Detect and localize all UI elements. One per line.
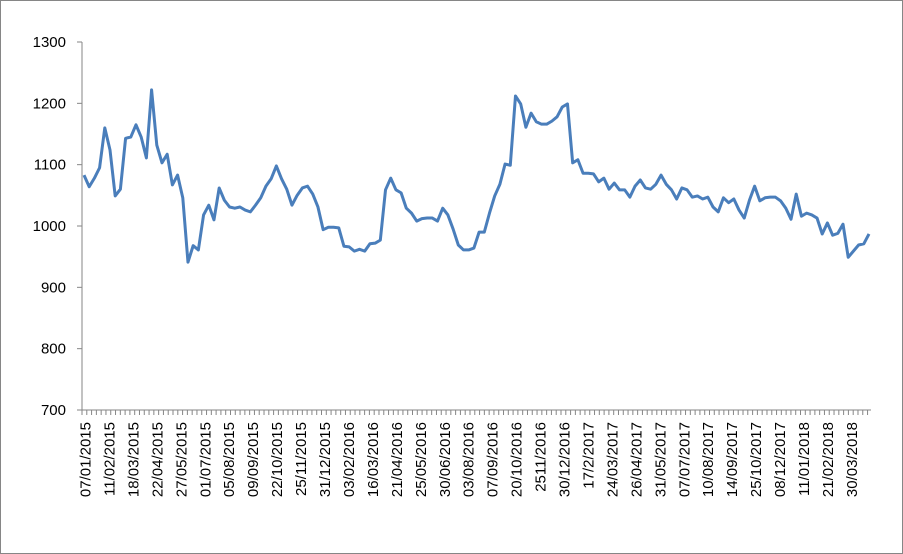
y-axis: 700 800 900 1000 1100 1200 1300 <box>33 34 83 419</box>
x-tick-label: 21/04/2016 <box>389 422 406 497</box>
x-tick-label: 03/02/2016 <box>341 422 358 497</box>
x-tick-label: 03/08/2016 <box>461 422 478 497</box>
x-tick-label: 22/10/2015 <box>269 422 286 497</box>
y-tick-label: 1200 <box>33 95 66 112</box>
x-tick-label: 17/2/2017 <box>580 422 597 489</box>
x-tick-label: 26/04/2017 <box>628 422 645 497</box>
y-tick-label: 1100 <box>34 157 66 174</box>
x-tick-label: 30/06/2016 <box>437 422 454 497</box>
x-tick-label: 31/12/2015 <box>317 422 334 497</box>
x-tick-label: 24/03/2017 <box>604 422 621 497</box>
x-tick-label: 14/09/2017 <box>724 422 741 497</box>
y-tick-label: 800 <box>41 341 66 358</box>
x-tick-label: 11/01/2018 <box>796 422 813 496</box>
x-tick-label: 11/02/2015 <box>101 422 118 496</box>
x-tick-label: 07/09/2016 <box>485 422 502 497</box>
y-tick-label: 700 <box>41 402 66 419</box>
x-tick-label: 16/03/2016 <box>365 422 382 497</box>
x-tick-label: 25/11/2015 <box>293 422 310 496</box>
y-tick-label: 900 <box>41 279 66 296</box>
x-tick-label: 05/08/2015 <box>221 422 238 497</box>
x-tick-label: 18/03/2015 <box>125 422 142 497</box>
x-axis: 07/01/2015 11/02/2015 18/03/2015 22/04/2015… <box>78 409 871 497</box>
x-tick-label: 30/03/2018 <box>844 422 861 497</box>
x-tick-label: 07/01/2015 <box>78 422 95 497</box>
x-tick-label: 21/02/2018 <box>820 422 837 497</box>
y-tick-label: 1300 <box>33 34 66 51</box>
x-tick-label: 01/07/2015 <box>197 422 214 497</box>
x-tick-label: 10/08/2017 <box>700 422 717 497</box>
x-tick-label: 25/05/2016 <box>413 422 430 497</box>
x-tick-label: 07/07/2017 <box>676 422 693 497</box>
x-tick-label: 2511/2016 <box>533 422 550 492</box>
x-tick-label: 08/12/2017 <box>772 422 789 497</box>
series-layer <box>82 88 871 264</box>
x-tick-label: 31/05/2017 <box>652 422 669 497</box>
x-tick-label: 25/10/2017 <box>748 422 765 497</box>
x-tick-label: 22/04/2015 <box>149 422 166 497</box>
x-tick-label: 20/10/2016 <box>509 422 526 497</box>
x-tick-label: 09/09/2015 <box>245 422 262 497</box>
x-tick-label: 30/12/2016 <box>557 422 574 497</box>
y-tick-label: 1000 <box>33 218 66 235</box>
series-line <box>82 88 871 264</box>
x-tick-label: 27/05/2015 <box>173 422 190 497</box>
